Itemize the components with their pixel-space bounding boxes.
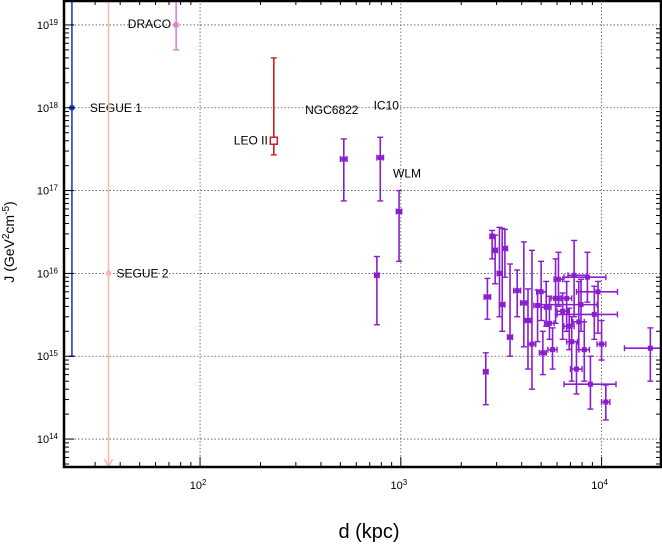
dwarf-point-marker <box>587 381 593 387</box>
ticks <box>64 0 662 467</box>
wlm-label: WLM <box>393 166 421 180</box>
dwarf-point-marker <box>507 334 513 340</box>
grid-lines <box>64 0 662 467</box>
segue-1-label: SEGUE 1 <box>90 101 142 115</box>
dwarf-point-marker <box>599 341 605 347</box>
dwarf-point-marker <box>546 320 552 326</box>
y-tick-label: 1015 <box>37 349 59 364</box>
draco-label: DRACO <box>128 17 171 31</box>
dwarf-point-marker <box>521 300 527 306</box>
dwarf-point-marker <box>566 323 572 329</box>
dwarf-point-marker <box>492 247 498 253</box>
wlm-marker <box>396 208 402 214</box>
ngc6822-marker <box>341 156 347 162</box>
dwarf-point-marker <box>499 302 505 308</box>
x-tick-label: 104 <box>591 478 608 493</box>
y-tick-label: 1019 <box>37 17 59 32</box>
dwarf-point-marker <box>584 274 590 280</box>
y-tick-label: 1016 <box>37 266 59 281</box>
leo-ii-marker <box>269 136 279 145</box>
dwarf-point-marker <box>571 272 577 278</box>
dwarf-point-marker <box>569 339 575 345</box>
y-tick-label: 1018 <box>37 100 59 115</box>
leo-ii-label: LEO II <box>234 134 268 148</box>
draco-marker <box>173 22 179 28</box>
dwarf-point-marker <box>560 308 566 314</box>
dwarf-point-marker <box>553 295 559 301</box>
dwarf-point-marker <box>576 319 582 325</box>
dwarf-point-marker <box>550 347 556 353</box>
dwarf-point-marker <box>535 302 541 308</box>
dwarf-point-marker <box>483 369 489 375</box>
segue-2-marker <box>105 270 112 277</box>
dwarf-point-marker <box>525 318 531 324</box>
dwarf-point-marker <box>374 272 380 278</box>
dwarf-point-marker <box>573 366 579 372</box>
dwarf-point-marker <box>564 295 570 301</box>
tick-labels: 102 103 104 1014 1015 1016 1017 1018 1019 <box>37 17 609 492</box>
dwarf-point-marker <box>496 270 502 276</box>
x-axis-title: d (kpc) <box>338 521 399 543</box>
dwarf-point-marker <box>581 347 587 353</box>
y-tick-label: 1014 <box>37 432 59 447</box>
ic10-marker <box>377 155 383 161</box>
dwarf-point-marker <box>543 304 549 310</box>
dwarf-point-marker <box>489 233 495 239</box>
y-axis-title: J (GeV2cm-5) <box>1 201 18 282</box>
dwarf-point-marker <box>595 289 601 295</box>
dwarf-point-marker <box>540 350 546 356</box>
dwarf-point-marker <box>529 341 535 347</box>
segue-2-label: SEGUE 2 <box>117 266 169 280</box>
dwarf-point-marker <box>555 276 561 282</box>
dwarf-point-marker <box>514 288 520 294</box>
data-layer: SEGUE 1 SEGUE 2 DRACO LEO II NGC6822 IC10 WLM <box>68 0 662 469</box>
x-tick-label: 102 <box>190 478 207 493</box>
dwarf-point-marker <box>578 302 584 308</box>
dwarf-point-marker <box>647 345 653 351</box>
ngc6822-label: NGC6822 <box>305 103 359 117</box>
plot-frame <box>62 0 662 469</box>
dwarf-point-marker <box>484 294 490 300</box>
dwarf-point-marker <box>603 399 609 405</box>
dwarf-point-marker <box>591 311 597 317</box>
dwarf-point-marker <box>502 245 508 251</box>
x-tick-label: 103 <box>390 478 407 493</box>
ic10-label: IC10 <box>374 99 400 113</box>
y-tick-label: 1017 <box>37 183 59 198</box>
dwarf-point-marker <box>538 289 544 295</box>
